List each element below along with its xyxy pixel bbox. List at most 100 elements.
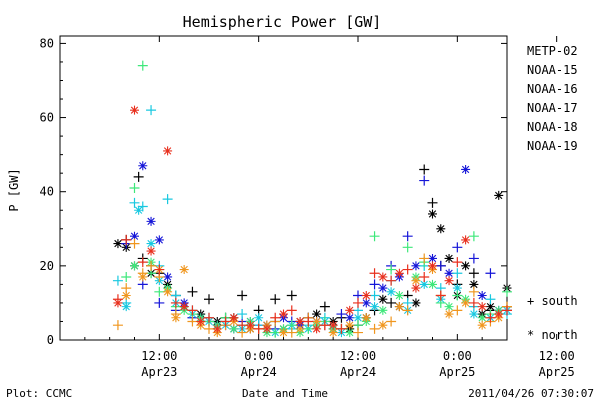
data-point-south [468, 286, 479, 297]
data-point-south [502, 286, 512, 297]
data-point-north [146, 239, 156, 249]
data-point-north [345, 328, 355, 338]
data-point-south [319, 301, 330, 312]
data-point-north [121, 291, 131, 301]
legend-item: NOAA-16 [527, 82, 578, 96]
legend-item: NOAA-17 [527, 101, 578, 115]
data-point-south [187, 316, 198, 327]
data-point-south [204, 294, 214, 305]
data-point-south [154, 286, 165, 297]
data-point-south [154, 264, 165, 275]
data-point-north [452, 283, 462, 293]
data-point-south [369, 231, 380, 242]
data-point-north [477, 291, 487, 301]
y-tick-label: 60 [40, 111, 54, 125]
data-point-south [204, 323, 214, 334]
x-tick-label-date: Apr25 [539, 365, 575, 379]
data-point-south [129, 197, 140, 208]
data-point-north [353, 313, 363, 323]
data-point-north [130, 231, 139, 241]
data-point-north [394, 268, 404, 278]
data-point-north [411, 298, 421, 308]
data-point-north [171, 313, 181, 323]
data-point-north [361, 313, 371, 323]
data-point-south [270, 312, 281, 323]
x-tick-label-time: 12:00 [539, 349, 575, 363]
data-point-north [428, 253, 437, 263]
plot-area: 0 20 40 60 80 12:00 Apr23 0:00 Apr24 12:00 Apr24 0:… [40, 35, 575, 379]
data-point-south [112, 320, 123, 331]
y-tick-label: 0 [47, 333, 54, 347]
data-point-south [485, 268, 496, 279]
data-point-south [468, 268, 479, 279]
data-point-south [452, 305, 463, 316]
data-point-north [428, 279, 437, 289]
data-point-south [419, 164, 430, 175]
data-point-north [461, 261, 471, 271]
data-point-north [312, 316, 322, 326]
data-point-south [386, 316, 397, 327]
data-point-south [485, 312, 496, 323]
data-point-south [386, 297, 397, 308]
data-point-north [461, 235, 471, 245]
data-point-south [336, 323, 347, 334]
plot-timestamp: 2011/04/26 07:30:07 [468, 387, 594, 400]
data-point-north [428, 209, 437, 219]
y-tick-label: 40 [40, 185, 54, 199]
data-point-south [419, 175, 430, 186]
data-point-north [378, 283, 388, 293]
data-point-north [196, 316, 206, 326]
data-point-north [378, 320, 388, 330]
x-tick-label-time: 12:00 [340, 349, 376, 363]
data-point-south [386, 275, 397, 286]
data-point-north [411, 276, 421, 286]
data-point-south [468, 231, 479, 242]
data-point-north [345, 305, 355, 315]
data-point-south [121, 271, 132, 282]
data-point-north [163, 287, 173, 297]
data-point-north [229, 313, 239, 323]
data-point-south [369, 323, 380, 334]
data-point-south [336, 309, 347, 320]
data-point-north [245, 320, 255, 330]
plot-credit: Plot: CCMC [6, 387, 72, 400]
chart-title: Hemispheric Power [GW] [183, 13, 382, 31]
data-point-south [353, 297, 363, 308]
data-point-north [370, 302, 380, 312]
data-point-south [353, 327, 363, 338]
data-point-south [170, 297, 181, 308]
data-point-south [419, 253, 430, 264]
data-point-north [469, 309, 479, 319]
data-point-south [452, 268, 463, 279]
data-point-north [345, 320, 355, 330]
series-noaa-19 [112, 105, 512, 334]
data-point-north [130, 261, 139, 271]
data-point-north [494, 190, 504, 200]
data-point-south [137, 60, 148, 71]
data-point-north [121, 302, 131, 312]
data-point-north [444, 309, 454, 319]
data-point-north [361, 298, 371, 308]
data-point-north [378, 305, 388, 315]
data-point-south [435, 260, 446, 271]
data-point-north [130, 105, 139, 115]
data-point-north [179, 302, 189, 312]
data-point-north [138, 272, 148, 282]
data-point-north [428, 261, 437, 271]
legend-item: NOAA-18 [527, 120, 578, 134]
data-point-north [146, 216, 156, 226]
data-point-south [253, 323, 264, 334]
marker-legend: + south * north [527, 294, 578, 342]
data-point-south [303, 316, 314, 327]
data-point-north [494, 309, 504, 319]
x-tick-label-time: 0:00 [244, 349, 273, 363]
legend-item: NOAA-15 [527, 63, 578, 77]
data-point-north [295, 316, 305, 326]
x-tick-label-date: Apr24 [340, 365, 376, 379]
x-tick-label-date: Apr23 [141, 365, 177, 379]
data-point-south [270, 327, 281, 338]
data-point-north [411, 261, 421, 271]
data-point-north [386, 287, 396, 297]
data-point-south [369, 290, 380, 301]
